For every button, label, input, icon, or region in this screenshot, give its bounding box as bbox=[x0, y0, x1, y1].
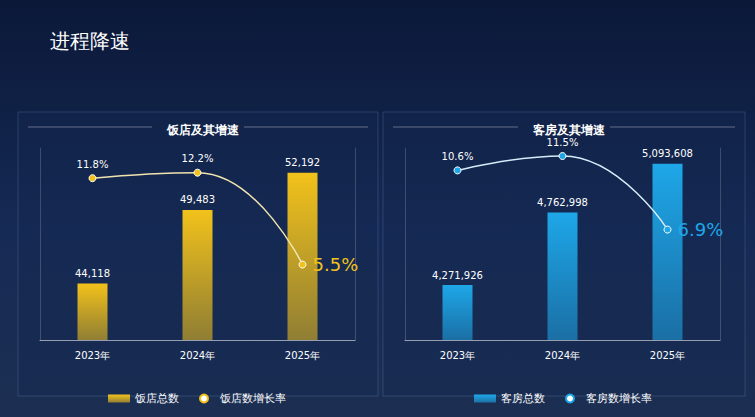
svg-text:5,093,608: 5,093,608 bbox=[642, 148, 693, 159]
svg-text:进程降速: 进程降速 bbox=[50, 29, 130, 53]
svg-text:4,271,926: 4,271,926 bbox=[432, 270, 483, 281]
svg-text:2025年: 2025年 bbox=[285, 350, 320, 361]
svg-text:客房及其增速: 客房及其增速 bbox=[532, 123, 606, 137]
svg-text:2025年: 2025年 bbox=[650, 350, 685, 361]
svg-text:2023年: 2023年 bbox=[440, 350, 475, 361]
svg-text:5.5%: 5.5% bbox=[313, 254, 359, 275]
svg-text:6.9%: 6.9% bbox=[678, 219, 724, 240]
svg-text:10.6%: 10.6% bbox=[442, 151, 474, 162]
svg-text:饭店及其增速: 饭店及其增速 bbox=[166, 123, 240, 137]
svg-text:2024年: 2024年 bbox=[545, 350, 580, 361]
svg-text:11.8%: 11.8% bbox=[77, 159, 109, 170]
svg-text:11.5%: 11.5% bbox=[547, 137, 579, 148]
svg-text:44,118: 44,118 bbox=[75, 268, 110, 279]
svg-text:2024年: 2024年 bbox=[180, 350, 215, 361]
svg-text:52,192: 52,192 bbox=[285, 157, 320, 168]
svg-text:2023年: 2023年 bbox=[75, 350, 110, 361]
svg-text:饭店数增长率: 饭店数增长率 bbox=[219, 392, 286, 405]
svg-text:客房数增长率: 客房数增长率 bbox=[586, 392, 652, 405]
svg-text:饭店总数: 饭店总数 bbox=[134, 392, 179, 405]
svg-text:49,483: 49,483 bbox=[180, 194, 215, 205]
svg-text:客房总数: 客房总数 bbox=[501, 392, 545, 405]
svg-text:4,762,998: 4,762,998 bbox=[537, 197, 588, 208]
svg-text:12.2%: 12.2% bbox=[182, 153, 214, 164]
